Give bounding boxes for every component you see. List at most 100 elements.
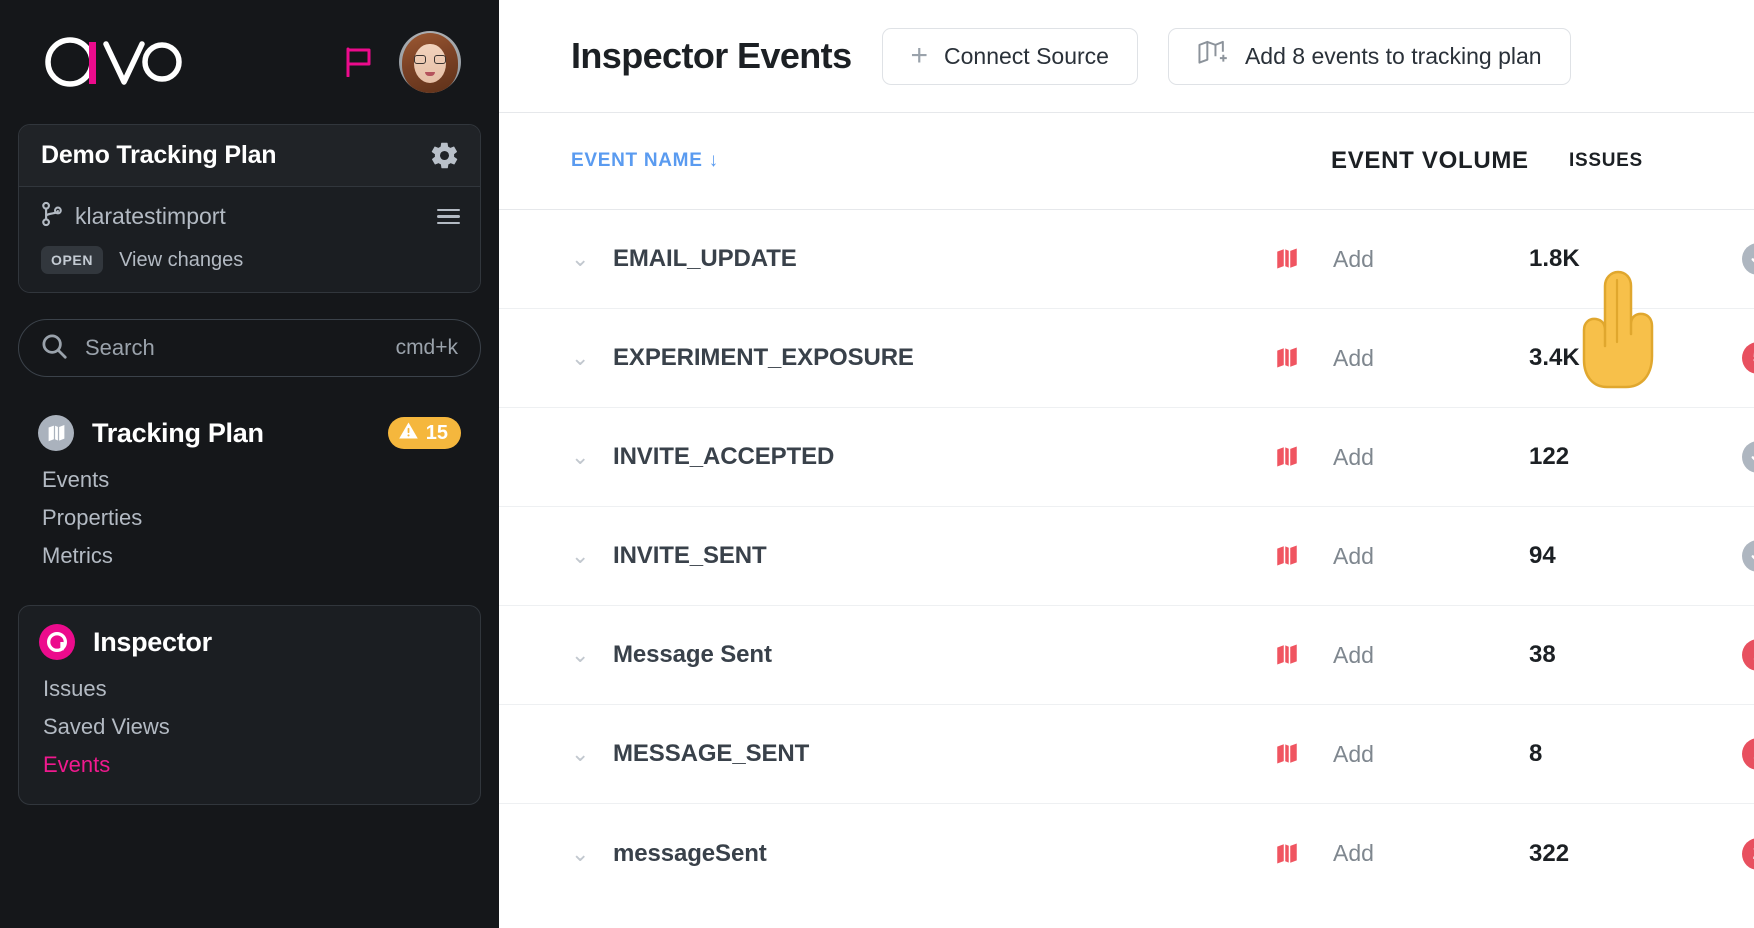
column-header-event-volume[interactable]: EVENT VOLUME bbox=[1331, 147, 1529, 174]
map-icon bbox=[1273, 841, 1333, 867]
event-name: INVITE_SENT bbox=[613, 542, 767, 569]
connect-source-button[interactable]: + Connect Source bbox=[881, 27, 1138, 85]
arrow-down-icon: ↓ bbox=[708, 150, 719, 171]
branch-row: klaratestimport bbox=[41, 201, 460, 232]
sidebar: Demo Tracking Plan bbox=[0, 0, 499, 928]
sidebar-item-saved-views[interactable]: Saved Views bbox=[43, 714, 170, 739]
search-icon bbox=[39, 331, 69, 366]
search-shortcut: cmd+k bbox=[395, 336, 458, 359]
event-name: INVITE_ACCEPTED bbox=[613, 443, 835, 470]
connect-source-label: Connect Source bbox=[944, 42, 1109, 69]
chevron-down-icon[interactable]: ⌄ bbox=[571, 246, 590, 271]
table-row[interactable]: ⌄ Message Sent Add 38 1 bbox=[499, 606, 1754, 705]
add-to-tracking-plan-link[interactable]: Add bbox=[1333, 840, 1374, 866]
page-title: Inspector Events bbox=[571, 35, 852, 76]
sidebar-item-inspector-events[interactable]: Events bbox=[43, 752, 111, 777]
issues-cell[interactable]: 1 bbox=[1742, 639, 1754, 671]
add-to-tracking-plan-link[interactable]: Add bbox=[1333, 443, 1374, 470]
add-to-tracking-plan-link[interactable]: Add bbox=[1333, 542, 1374, 569]
map-icon bbox=[1273, 642, 1333, 668]
check-circle-icon bbox=[1742, 441, 1754, 473]
flag-icon[interactable] bbox=[345, 47, 373, 77]
event-volume: 322 bbox=[1529, 839, 1570, 867]
add-to-tracking-plan-link[interactable]: Add bbox=[1333, 740, 1374, 767]
chevron-down-icon[interactable]: ⌄ bbox=[571, 543, 590, 568]
event-volume: 1.8K bbox=[1529, 245, 1580, 272]
gear-icon[interactable] bbox=[429, 140, 460, 171]
map-icon bbox=[38, 415, 74, 451]
issues-cell[interactable]: 2 bbox=[1742, 837, 1754, 870]
event-volume: 8 bbox=[1529, 740, 1543, 767]
event-name: MESSAGE_SENT bbox=[613, 740, 810, 767]
check-circle-icon bbox=[1742, 243, 1754, 275]
add-events-label: Add 8 events to tracking plan bbox=[1244, 42, 1542, 69]
branch-icon bbox=[41, 201, 63, 232]
issues-cell[interactable]: 5 bbox=[1742, 342, 1754, 374]
add-events-to-tracking-plan-button[interactable]: Add 8 events to tracking plan bbox=[1167, 27, 1571, 85]
event-volume: 122 bbox=[1529, 443, 1570, 470]
table-row[interactable]: ⌄ INVITE_ACCEPTED Add 122 bbox=[499, 408, 1754, 507]
add-to-tracking-plan-link[interactable]: Add bbox=[1333, 245, 1374, 272]
search-input[interactable]: Search cmd+k bbox=[18, 319, 481, 377]
issues-cell[interactable]: 1 bbox=[1742, 738, 1754, 770]
event-name: messageSent bbox=[613, 839, 767, 867]
event-name: Message Sent bbox=[613, 641, 772, 668]
chevron-down-icon[interactable]: ⌄ bbox=[571, 840, 590, 866]
tracking-plan-header: Demo Tracking Plan bbox=[19, 125, 480, 187]
warning-triangle-icon bbox=[398, 420, 419, 446]
event-name: EMAIL_UPDATE bbox=[613, 245, 797, 272]
tracking-plan-links: Events Properties Metrics bbox=[18, 451, 481, 575]
map-icon bbox=[1273, 345, 1333, 371]
table-row[interactable]: ⌄ messageSent Add 322 2 bbox=[499, 804, 1754, 903]
tracking-plan-nav-header[interactable]: Tracking Plan 15 bbox=[18, 415, 481, 451]
column-header-event-name[interactable]: EVENT NAME ↓ bbox=[571, 150, 1331, 172]
status-badge: OPEN bbox=[41, 246, 104, 274]
add-to-tracking-plan-link[interactable]: Add bbox=[1333, 344, 1374, 371]
issues-cell[interactable] bbox=[1742, 540, 1754, 572]
avatar[interactable] bbox=[399, 31, 461, 93]
column-header-issues[interactable]: ISSUES bbox=[1569, 150, 1643, 171]
avo-logo[interactable] bbox=[40, 33, 182, 91]
sidebar-top-bar bbox=[16, 0, 483, 124]
avo-circle-icon bbox=[39, 624, 75, 660]
branch-left[interactable]: klaratestimport bbox=[41, 201, 226, 232]
sidebar-item-metrics[interactable]: Metrics bbox=[42, 543, 113, 568]
tracking-plan-body: klaratestimport OPEN View changes bbox=[19, 187, 480, 292]
issue-count-badge: 2 bbox=[1742, 837, 1754, 870]
map-icon bbox=[1273, 444, 1333, 470]
tracking-plan-title: Tracking Plan bbox=[92, 417, 264, 448]
check-circle-icon bbox=[1742, 540, 1754, 572]
search-placeholder: Search bbox=[85, 335, 155, 360]
warning-count: 15 bbox=[425, 421, 448, 444]
chevron-down-icon[interactable]: ⌄ bbox=[571, 444, 590, 469]
issues-cell[interactable] bbox=[1742, 243, 1754, 275]
chevron-down-icon[interactable]: ⌄ bbox=[571, 345, 590, 370]
inspector-links: Issues Saved Views Events bbox=[19, 660, 480, 784]
inspector-nav-header[interactable]: Inspector bbox=[19, 624, 480, 660]
issue-count-badge: 5 bbox=[1742, 342, 1754, 374]
table-row[interactable]: ⌄ MESSAGE_SENT Add 8 1 bbox=[499, 705, 1754, 804]
table-header-row: EVENT NAME ↓ EVENT VOLUME ISSUES bbox=[499, 113, 1754, 210]
table-row[interactable]: ⌄ EMAIL_UPDATE Add 1.8K bbox=[499, 210, 1754, 309]
chevron-down-icon[interactable]: ⌄ bbox=[571, 642, 590, 667]
map-icon bbox=[1273, 543, 1333, 569]
sidebar-item-properties[interactable]: Properties bbox=[42, 505, 143, 530]
add-to-tracking-plan-link[interactable]: Add bbox=[1333, 641, 1374, 668]
event-volume: 94 bbox=[1529, 542, 1556, 569]
sidebar-item-issues[interactable]: Issues bbox=[43, 676, 107, 701]
hamburger-icon[interactable] bbox=[437, 208, 460, 225]
issues-cell[interactable] bbox=[1742, 441, 1754, 473]
map-icon bbox=[1273, 246, 1333, 272]
event-volume: 38 bbox=[1529, 641, 1556, 668]
inspector-title: Inspector bbox=[93, 626, 212, 657]
event-volume: 3.4K bbox=[1529, 344, 1580, 371]
table-row[interactable]: ⌄ INVITE_SENT Add 94 bbox=[499, 507, 1754, 606]
map-icon bbox=[1273, 741, 1333, 767]
status-badge[interactable]: 15 bbox=[387, 417, 461, 449]
plan-title: Demo Tracking Plan bbox=[41, 141, 277, 169]
chevron-down-icon[interactable]: ⌄ bbox=[571, 741, 590, 766]
sidebar-item-events[interactable]: Events bbox=[42, 467, 110, 492]
view-changes-link[interactable]: View changes bbox=[119, 248, 244, 271]
table-row[interactable]: ⌄ EXPERIMENT_EXPOSURE Add 3.4K 5 bbox=[499, 309, 1754, 408]
